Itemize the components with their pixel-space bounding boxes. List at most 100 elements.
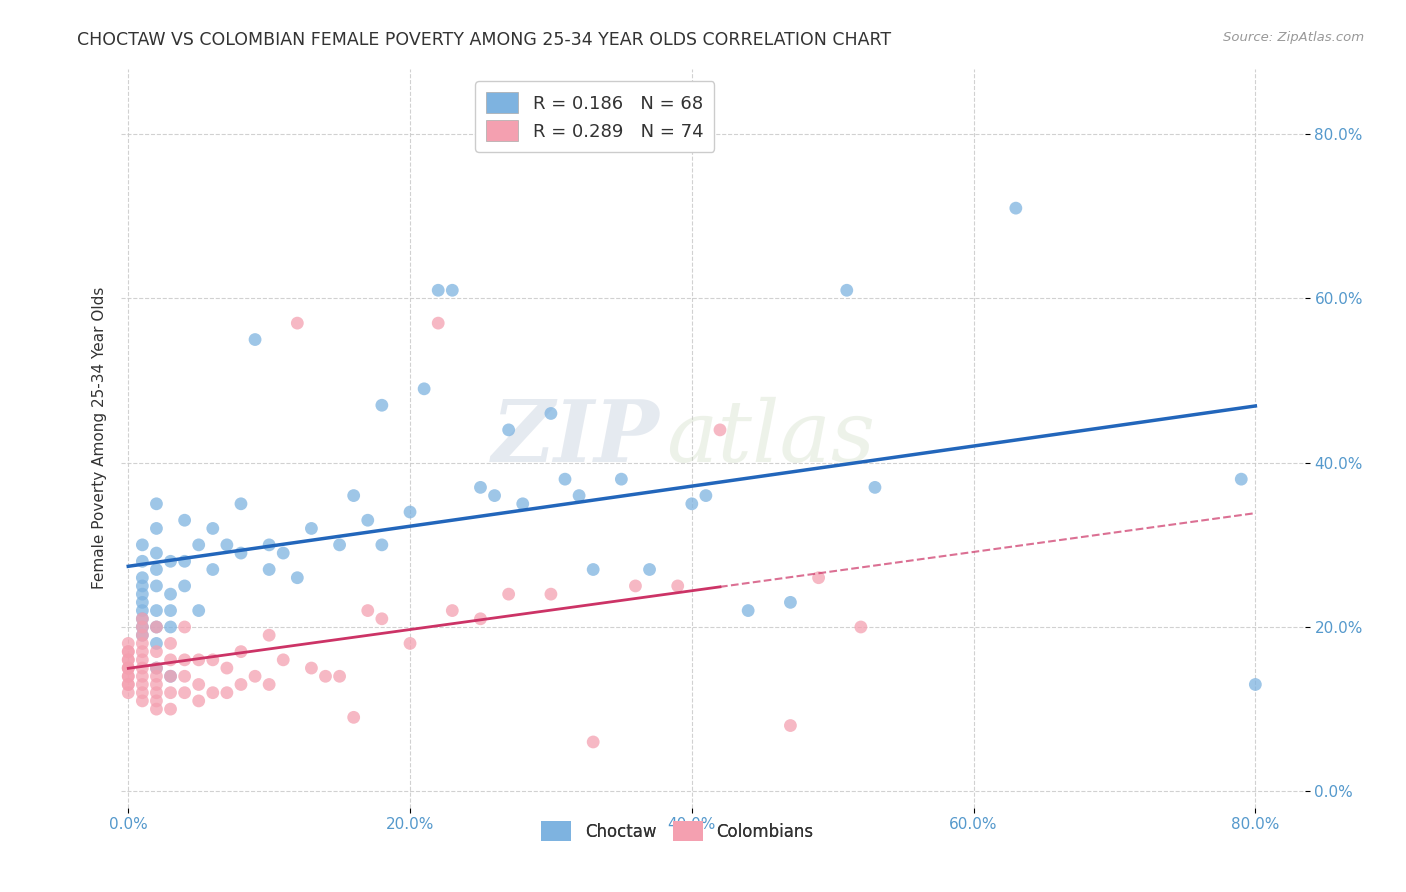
- Point: [807, 571, 830, 585]
- Point: [582, 735, 605, 749]
- Point: [371, 538, 394, 552]
- Text: atlas: atlas: [665, 397, 875, 479]
- Point: [863, 480, 886, 494]
- Point: [117, 645, 139, 659]
- Point: [215, 661, 238, 675]
- Point: [131, 669, 153, 683]
- Point: [229, 677, 252, 691]
- Point: [145, 677, 167, 691]
- Point: [427, 316, 450, 330]
- Point: [399, 636, 422, 650]
- Point: [117, 636, 139, 650]
- Point: [343, 489, 366, 503]
- Point: [145, 521, 167, 535]
- Point: [1230, 472, 1253, 486]
- Point: [441, 283, 464, 297]
- Point: [201, 562, 224, 576]
- Point: [470, 612, 492, 626]
- Point: [568, 489, 591, 503]
- Point: [243, 333, 266, 347]
- Point: [131, 603, 153, 617]
- Point: [117, 669, 139, 683]
- Point: [131, 628, 153, 642]
- Point: [131, 538, 153, 552]
- Point: [638, 562, 661, 576]
- Point: [371, 612, 394, 626]
- Point: [173, 554, 195, 568]
- Point: [357, 513, 380, 527]
- Point: [257, 538, 280, 552]
- Point: [315, 669, 337, 683]
- Point: [131, 620, 153, 634]
- Point: [117, 645, 139, 659]
- Point: [187, 538, 209, 552]
- Point: [117, 661, 139, 675]
- Point: [257, 677, 280, 691]
- Point: [201, 686, 224, 700]
- Point: [131, 628, 153, 642]
- Point: [512, 497, 534, 511]
- Point: [835, 283, 858, 297]
- Text: ZIP: ZIP: [492, 396, 659, 480]
- Point: [681, 497, 703, 511]
- Point: [159, 702, 181, 716]
- Point: [145, 686, 167, 700]
- Point: [187, 694, 209, 708]
- Point: [159, 603, 181, 617]
- Point: [117, 653, 139, 667]
- Point: [131, 579, 153, 593]
- Point: [229, 645, 252, 659]
- Point: [117, 686, 139, 700]
- Point: [117, 669, 139, 683]
- Point: [215, 686, 238, 700]
- Point: [131, 554, 153, 568]
- Point: [229, 497, 252, 511]
- Text: Source: ZipAtlas.com: Source: ZipAtlas.com: [1223, 31, 1364, 45]
- Point: [257, 628, 280, 642]
- Point: [159, 686, 181, 700]
- Point: [131, 612, 153, 626]
- Point: [145, 620, 167, 634]
- Point: [145, 702, 167, 716]
- Point: [131, 636, 153, 650]
- Point: [131, 653, 153, 667]
- Point: [285, 571, 308, 585]
- Point: [498, 423, 520, 437]
- Point: [131, 595, 153, 609]
- Point: [709, 423, 731, 437]
- Point: [145, 694, 167, 708]
- Point: [159, 587, 181, 601]
- Point: [131, 661, 153, 675]
- Point: [117, 661, 139, 675]
- Text: CHOCTAW VS COLOMBIAN FEMALE POVERTY AMONG 25-34 YEAR OLDS CORRELATION CHART: CHOCTAW VS COLOMBIAN FEMALE POVERTY AMON…: [77, 31, 891, 49]
- Point: [779, 595, 801, 609]
- Point: [131, 612, 153, 626]
- Point: [329, 538, 352, 552]
- Point: [131, 694, 153, 708]
- Point: [187, 677, 209, 691]
- Point: [849, 620, 872, 634]
- Point: [131, 620, 153, 634]
- Point: [117, 653, 139, 667]
- Point: [399, 505, 422, 519]
- Point: [285, 316, 308, 330]
- Point: [484, 489, 506, 503]
- Point: [173, 513, 195, 527]
- Point: [159, 636, 181, 650]
- Point: [695, 489, 717, 503]
- Point: [737, 603, 759, 617]
- Point: [145, 546, 167, 560]
- Point: [131, 686, 153, 700]
- Point: [145, 669, 167, 683]
- Point: [117, 677, 139, 691]
- Point: [187, 653, 209, 667]
- Point: [624, 579, 647, 593]
- Point: [243, 669, 266, 683]
- Point: [371, 398, 394, 412]
- Point: [666, 579, 689, 593]
- Point: [159, 653, 181, 667]
- Point: [610, 472, 633, 486]
- Point: [470, 480, 492, 494]
- Point: [441, 603, 464, 617]
- Point: [145, 603, 167, 617]
